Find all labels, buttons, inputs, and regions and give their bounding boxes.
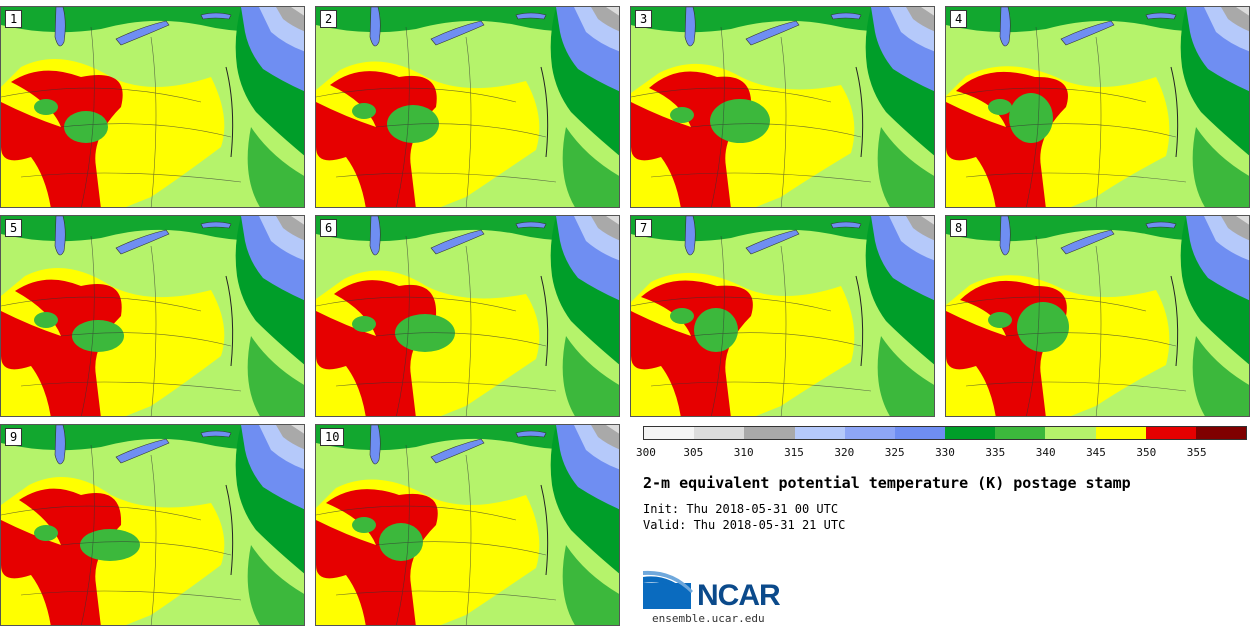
colorbar-tick-label: 330: [935, 446, 955, 459]
panel-label: 6: [320, 219, 338, 237]
panel-label: 2: [320, 10, 338, 28]
map-field-icon: [946, 216, 1249, 416]
panel-member-4: 4: [945, 6, 1250, 208]
panel-label: 8: [950, 219, 968, 237]
colorbar-swatch: [694, 427, 745, 439]
panel-member-5: 5: [0, 215, 305, 417]
panel-label: 9: [5, 428, 23, 446]
colorbar-swatch: [894, 427, 946, 439]
colorbar-tick-label: 325: [884, 446, 905, 459]
colorbar-tick-label: 300: [636, 446, 656, 459]
panel-member-10: 10: [315, 424, 620, 626]
panel-label: 4: [950, 10, 968, 28]
map-field-icon: [316, 425, 619, 625]
colorbar-tick-label: 350: [1136, 446, 1157, 459]
colorbar: [643, 426, 1247, 440]
colorbar-tick-label: 355: [1186, 446, 1207, 459]
ncar-logo-text: NCAR: [697, 579, 781, 612]
colorbar-ticks: 300 305 310 315 320 325 330 335 340 345 350 355: [636, 446, 1247, 460]
colorbar-tick-label: 320: [834, 446, 855, 459]
colorbar-tick-label: 315: [784, 446, 804, 459]
colorbar-swatch: [945, 427, 996, 439]
panel-label: 3: [635, 10, 653, 28]
panel-label: 7: [635, 219, 653, 237]
map-field-icon: [1, 425, 304, 625]
colorbar-swatch: [1045, 427, 1096, 439]
map-field-icon: [316, 216, 619, 416]
panel-member-2: 2: [315, 6, 620, 208]
colorbar-swatch: [744, 427, 795, 439]
colorbar-tick-label: 335: [985, 446, 1006, 459]
panel-member-1: 1: [0, 6, 305, 208]
panel-member-3: 3: [630, 6, 935, 208]
colorbar-swatch: [844, 427, 895, 439]
colorbar-swatch: [794, 427, 845, 439]
panel-label: 10: [320, 428, 345, 446]
colorbar-tick-label: 340: [1035, 446, 1056, 459]
panel-member-9: 9: [0, 424, 305, 626]
colorbar-swatch: [995, 427, 1046, 439]
init-time: Init: Thu 2018-05-31 00 UTC: [643, 502, 839, 516]
panel-label: 1: [5, 10, 23, 28]
panel-member-6: 6: [315, 215, 620, 417]
colorbar-tick-label: 305: [683, 446, 704, 459]
figure-title: 2-m equivalent potential temperature (K)…: [643, 474, 1131, 492]
panel-member-7: 7: [630, 215, 935, 417]
colorbar-tick-label: 345: [1086, 446, 1106, 459]
site-url: ensemble.ucar.edu: [652, 612, 765, 625]
colorbar-swatch: [1145, 427, 1196, 439]
panel-member-8: 8: [945, 215, 1250, 417]
colorbar-swatch: [644, 427, 695, 439]
map-field-icon: [1, 7, 304, 207]
colorbar-swatch: [1095, 427, 1146, 439]
valid-time: Valid: Thu 2018-05-31 21 UTC: [643, 518, 846, 532]
map-field-icon: [631, 216, 934, 416]
colorbar-tick-label: 310: [733, 446, 754, 459]
map-field-icon: [631, 7, 934, 207]
colorbar-swatch: [1195, 427, 1247, 439]
map-field-icon: [1, 216, 304, 416]
map-field-icon: [946, 7, 1249, 207]
panel-label: 5: [5, 219, 23, 237]
map-field-icon: [316, 7, 619, 207]
ncar-logo-icon: [643, 570, 693, 609]
